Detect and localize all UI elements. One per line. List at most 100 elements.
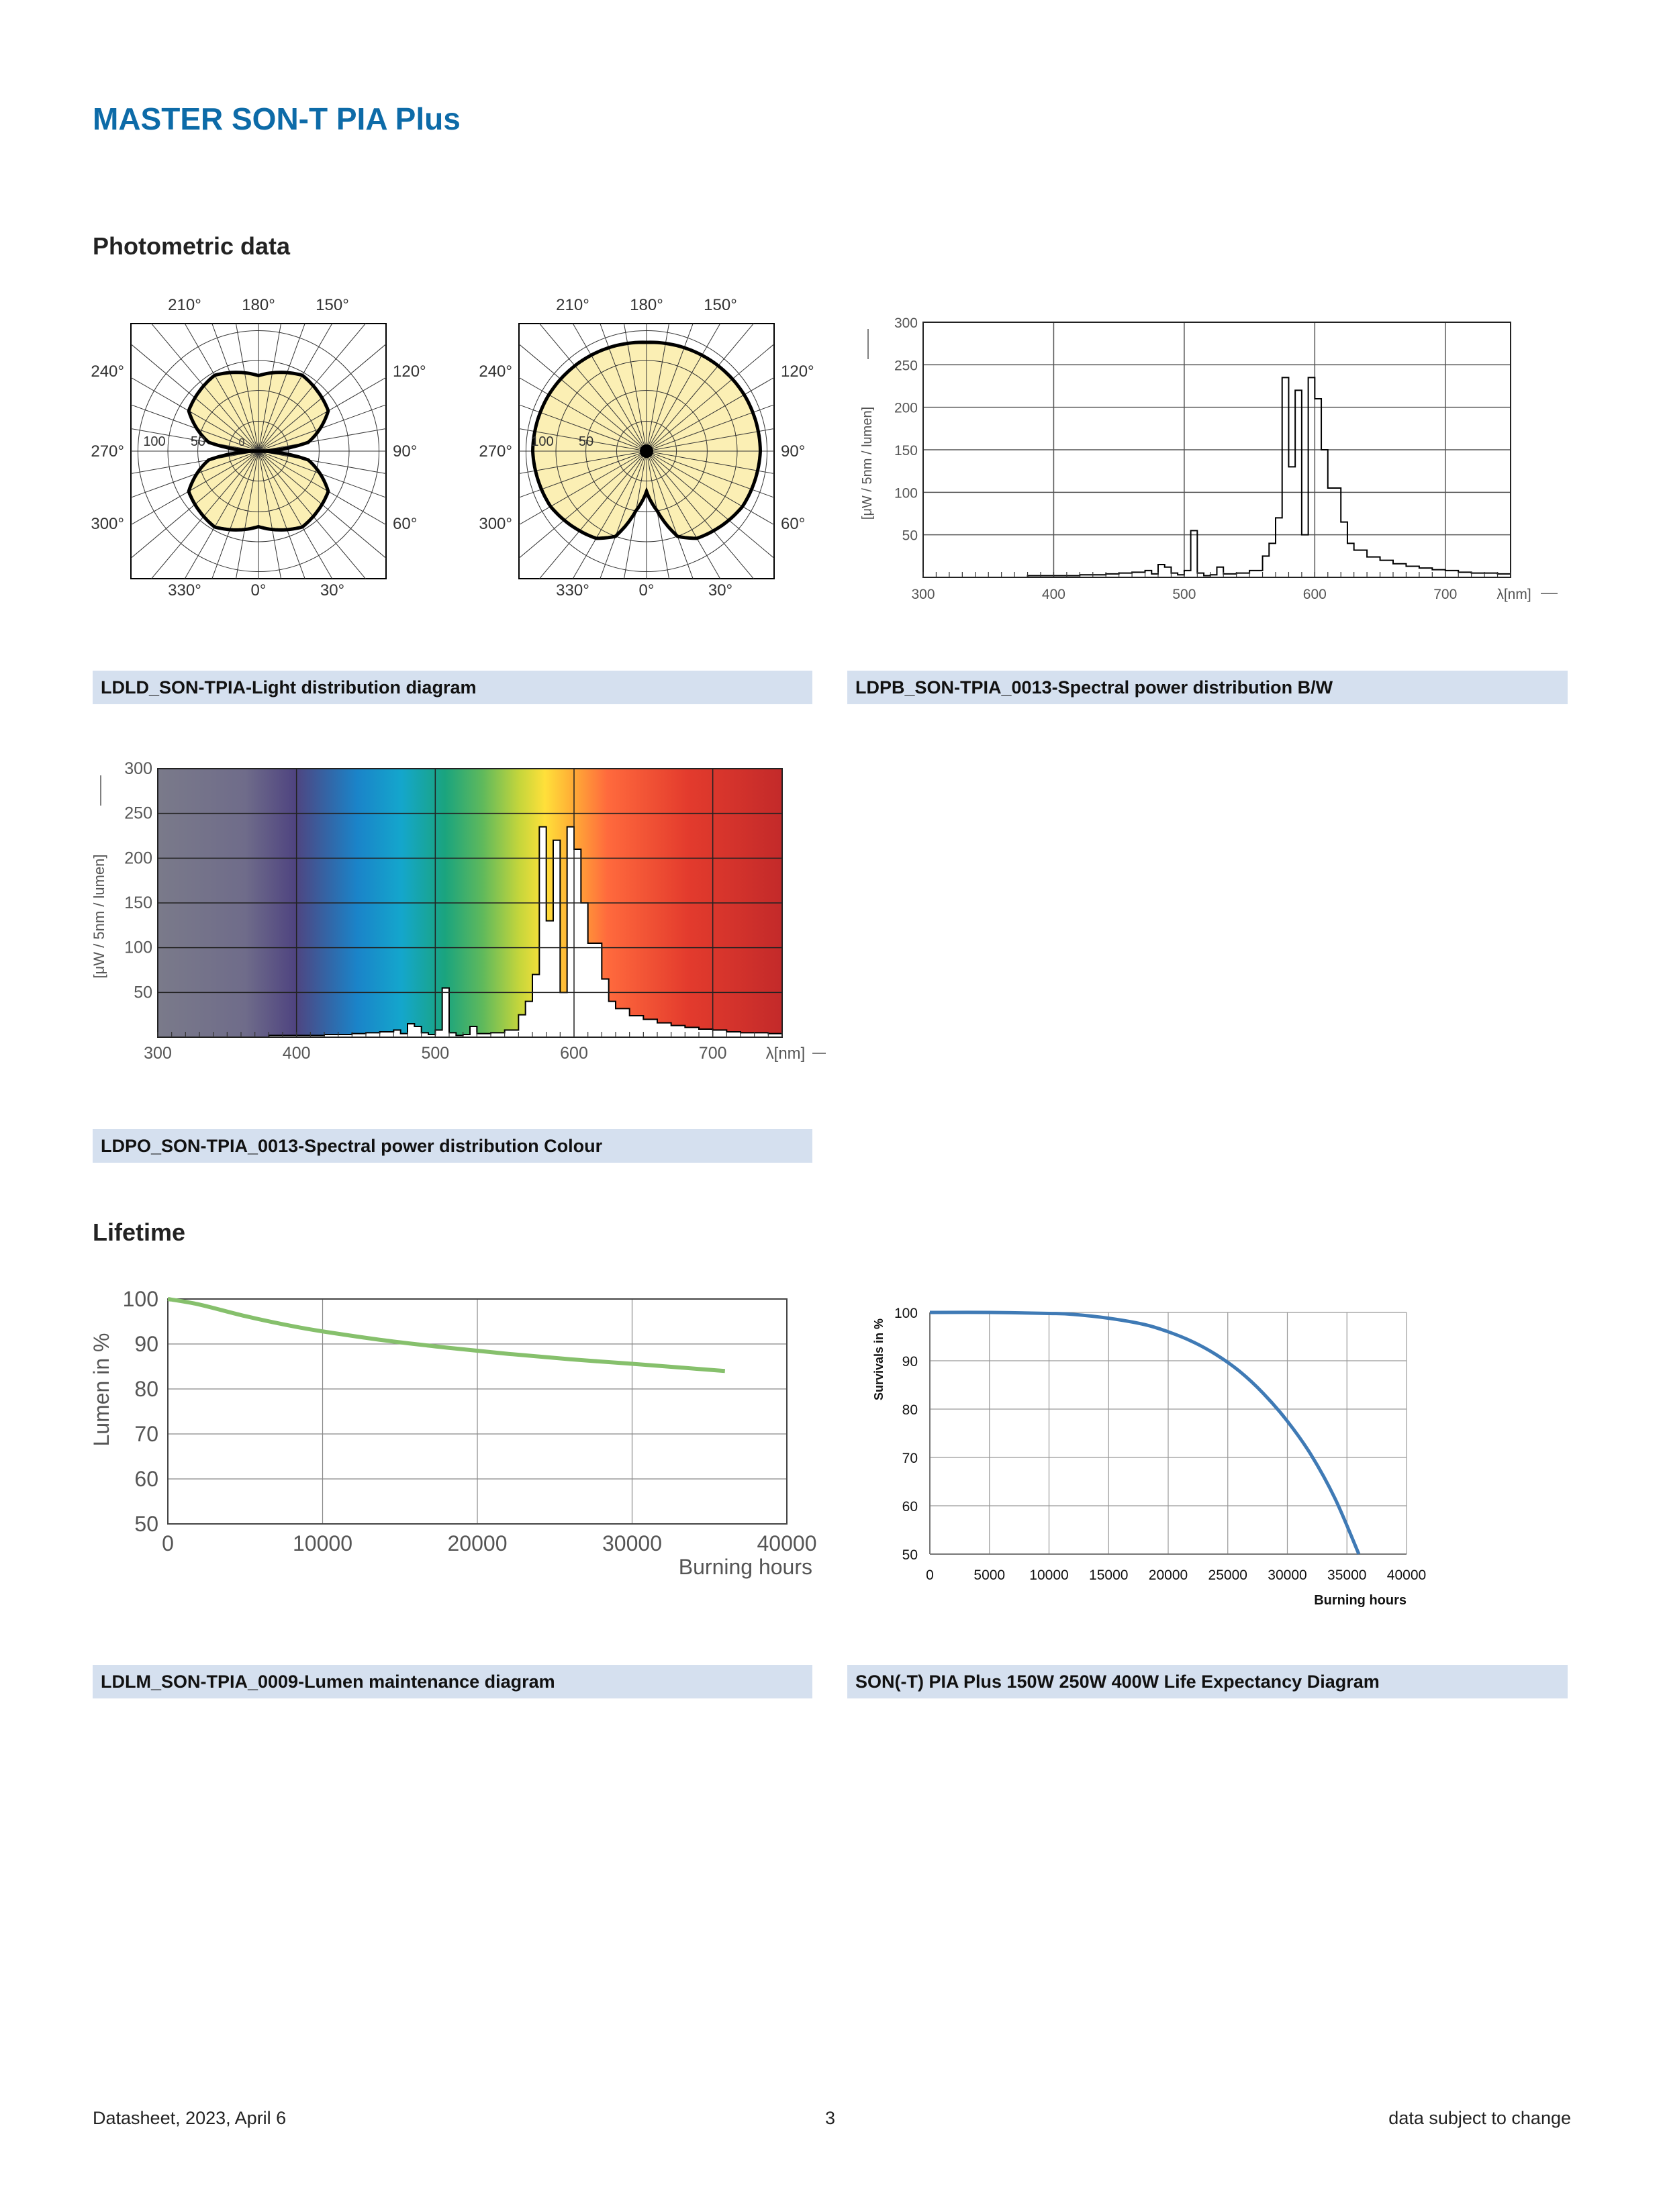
polar-ring <box>585 390 708 512</box>
y-tick-label: 250 <box>894 358 918 373</box>
polar-spoke <box>131 450 259 526</box>
x-tick-label: 400 <box>1042 587 1065 602</box>
radial-label: 0 <box>239 437 245 448</box>
polar-spoke <box>519 450 647 475</box>
polar-spoke <box>258 450 386 559</box>
polar-spoke <box>623 324 647 452</box>
y-tick-label: 60 <box>902 1499 918 1514</box>
y-axis-label: Survivals in % <box>872 1318 886 1400</box>
spectral-power-chart-colour: 300 400 500 600 700 50 100 150 200 250 300 λ[nm] [μW… <box>91 759 826 1063</box>
y-tick-label: 80 <box>134 1377 158 1401</box>
angle-label: 240° <box>91 363 124 381</box>
polar-spoke <box>646 324 670 452</box>
x-axis-label: λ[nm] <box>1496 587 1531 602</box>
x-tick-label: 600 <box>560 1044 588 1063</box>
x-tick-label: 10000 <box>1029 1568 1068 1583</box>
polar-spoke <box>646 428 774 452</box>
polar-spoke <box>131 450 259 498</box>
y-tick-label: 150 <box>124 894 152 912</box>
polar-spoke <box>258 450 386 498</box>
angle-label: 120° <box>393 363 426 381</box>
polar-spoke <box>235 324 259 452</box>
polar-spoke <box>258 450 333 579</box>
light-distribution-curve <box>530 340 763 540</box>
polar-spoke <box>150 450 259 579</box>
y-tick-label: 100 <box>123 1287 158 1311</box>
y-tick-label: 70 <box>902 1451 918 1466</box>
angle-label: 270° <box>91 442 124 461</box>
polar-spoke <box>519 450 647 559</box>
polar-spoke <box>258 324 282 452</box>
polar-spoke <box>258 450 282 579</box>
y-tick-label: 50 <box>902 1547 918 1563</box>
polar-spoke <box>538 450 647 579</box>
angle-label: 210° <box>556 296 589 314</box>
x-tick-label: 40000 <box>1387 1568 1426 1583</box>
x-axis-label: Burning hours <box>1314 1593 1407 1608</box>
y-tick-label: 300 <box>124 759 152 778</box>
y-tick-label: 200 <box>894 401 918 416</box>
polar-spoke <box>646 377 774 452</box>
radial-label: 100 <box>143 434 165 449</box>
polar-spoke <box>646 450 774 475</box>
x-tick-label: 0 <box>926 1568 934 1583</box>
angle-label: 270° <box>479 442 512 461</box>
light-distribution-shape <box>189 372 328 530</box>
plot-frame <box>157 768 783 1038</box>
polar-spoke <box>646 450 774 498</box>
angle-label: 30° <box>708 581 732 599</box>
plot-frame <box>167 1298 788 1525</box>
light-distribution-curve <box>187 371 330 532</box>
y-tick-label: 100 <box>124 939 152 957</box>
x-tick-label: 600 <box>1303 587 1327 602</box>
x-tick-label: 5000 <box>973 1568 1005 1583</box>
angle-label: 120° <box>781 363 814 381</box>
polar-ring <box>228 420 289 482</box>
life-expectancy-chart: 0 5000 10000 15000 20000 25000 30000 35000 40000… <box>872 1306 1426 1608</box>
polar-ring <box>167 360 350 542</box>
angle-label: 0° <box>639 581 655 599</box>
y-tick-label: 90 <box>902 1354 918 1369</box>
polar-spoke <box>184 324 259 452</box>
x-axis-label: Burning hours <box>679 1555 812 1579</box>
y-tick-label: 100 <box>894 485 918 501</box>
polar-spoke <box>600 324 647 452</box>
polar-spoke <box>646 324 755 452</box>
polar-ring <box>137 330 380 573</box>
polar-spoke <box>646 450 755 579</box>
polar-spoke <box>258 343 386 452</box>
polar-ring <box>525 330 768 573</box>
x-tick-label: 700 <box>699 1044 727 1063</box>
polar-spoke <box>646 450 694 579</box>
caption-spectral-colour: LDPO_SON-TPIA_0013-Spectral power distri… <box>93 1129 812 1163</box>
radial-label: 100 <box>531 434 553 449</box>
polar-spoke <box>211 450 259 579</box>
polar-spoke <box>258 324 333 452</box>
footer-date: Datasheet, 2023, April 6 <box>93 2108 287 2128</box>
angle-label: 210° <box>168 296 201 314</box>
x-tick-label: 15000 <box>1089 1568 1128 1583</box>
angle-label: 60° <box>393 515 417 533</box>
lifetime-heading: Lifetime <box>93 1218 186 1246</box>
polar-spoke <box>646 404 774 452</box>
angle-label: 90° <box>781 442 805 461</box>
y-tick-label: 300 <box>894 316 918 331</box>
polar-spoke <box>538 324 647 452</box>
y-tick-label: 50 <box>134 1512 158 1536</box>
angle-label: 60° <box>781 515 805 533</box>
y-tick-label: 60 <box>134 1467 158 1491</box>
polar-ring <box>555 360 738 542</box>
x-tick-label: 500 <box>421 1044 449 1063</box>
polar-ring <box>616 420 677 482</box>
y-tick-label: 80 <box>902 1402 918 1418</box>
lumen-curve <box>167 1297 726 1374</box>
page-title: MASTER SON-T PIA Plus <box>93 101 461 136</box>
polar-spoke <box>211 324 259 452</box>
x-axis-label: λ[nm] <box>766 1045 806 1063</box>
polar-spoke <box>646 343 774 452</box>
radial-label: 50 <box>191 434 205 449</box>
polar-spoke <box>572 324 647 452</box>
y-axis-label: [μW / 5nm / lumen] <box>860 407 875 520</box>
polar-spoke <box>519 377 647 452</box>
x-tick-label: 40000 <box>757 1531 817 1555</box>
